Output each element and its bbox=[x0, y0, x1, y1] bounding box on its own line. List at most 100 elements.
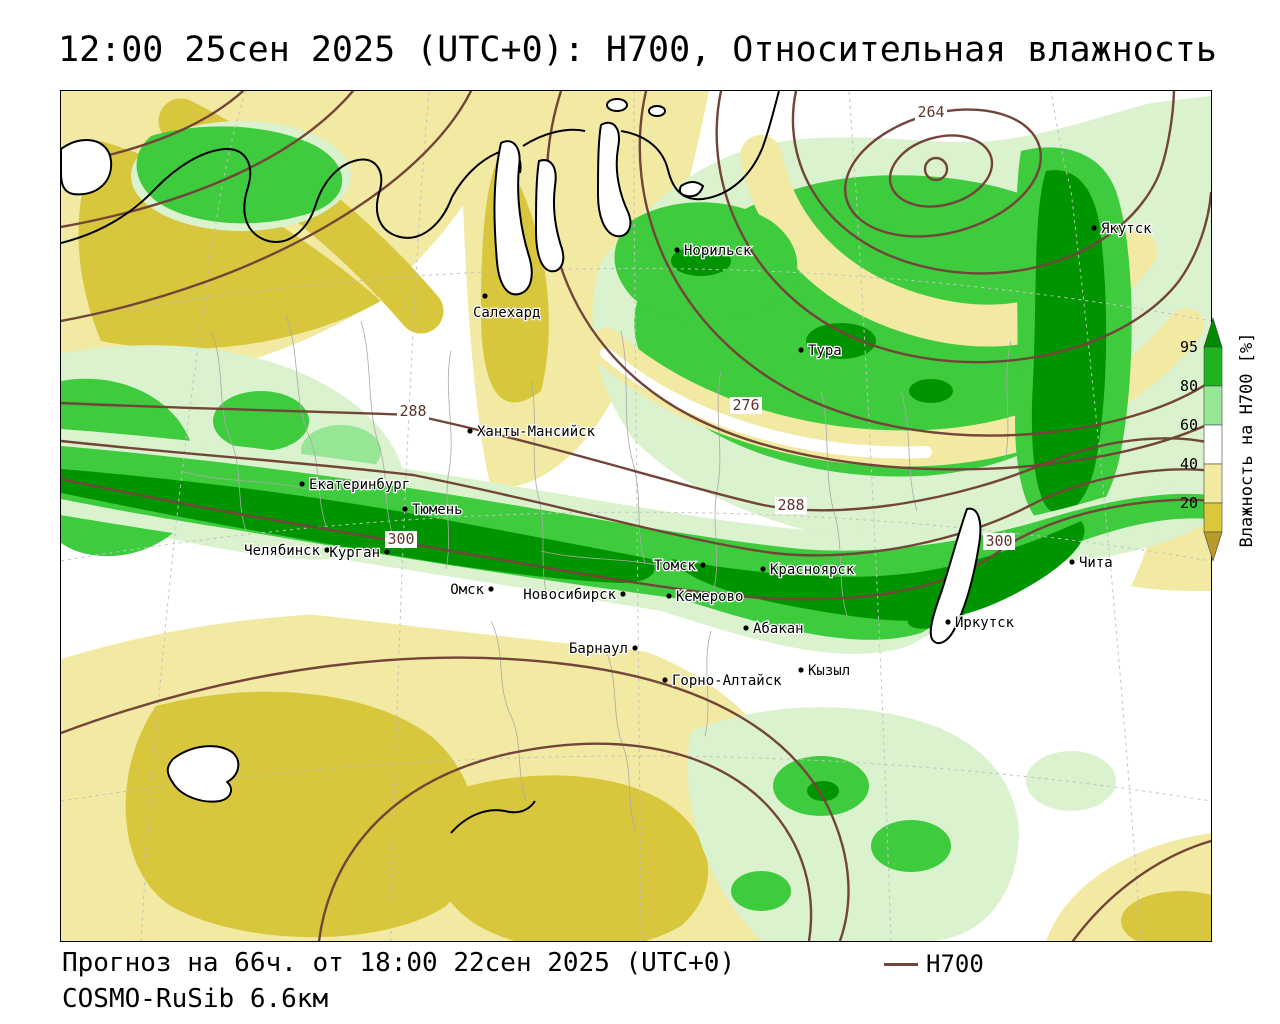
city-label: Чита bbox=[1079, 555, 1113, 571]
city-marker: Кызыл bbox=[798, 662, 851, 680]
contour-label-text: 300 bbox=[387, 530, 414, 548]
city-marker: Салехард bbox=[472, 293, 542, 322]
city-label: Кемерово bbox=[676, 589, 743, 605]
h700-contour bbox=[61, 91, 473, 323]
h700-contour bbox=[61, 91, 355, 229]
city-label: Ханты-Мансийск bbox=[477, 424, 596, 440]
h700-contour bbox=[888, 134, 994, 208]
contour-label-text: 288 bbox=[777, 496, 804, 514]
city-marker: Ханты-Мансийск bbox=[467, 423, 597, 441]
city-dot bbox=[945, 619, 951, 625]
city-label: Якутск bbox=[1101, 221, 1152, 237]
contour-label: 300 bbox=[385, 530, 417, 548]
city-label: Иркутск bbox=[955, 615, 1015, 631]
city-marker: Горно-Алтайск bbox=[662, 672, 783, 690]
city-label: Барнаул bbox=[569, 641, 628, 657]
contour-label-text: 288 bbox=[399, 402, 426, 420]
colorbar-segment bbox=[1203, 502, 1223, 533]
colorbar-tick-label: 60 bbox=[1180, 416, 1198, 434]
city-markers: Норильск Салехард Тура Якутск Ханты-Мансийск… bbox=[243, 220, 1154, 691]
city-dot bbox=[482, 293, 488, 299]
h700-contour bbox=[923, 156, 949, 182]
city-label: Челябинск bbox=[244, 543, 320, 559]
colorbar-title: Влажность на H700 [%] bbox=[1237, 333, 1257, 548]
colorbar-arrow-bottom bbox=[1203, 531, 1223, 563]
coastline-layer bbox=[61, 91, 982, 834]
city-label: Норильск bbox=[684, 243, 752, 259]
city-dot bbox=[1069, 559, 1075, 565]
city-marker: Норильск bbox=[674, 242, 753, 260]
city-marker: Екатеринбург bbox=[299, 476, 411, 494]
city-label: Красноярск bbox=[770, 562, 855, 578]
colorbar-tick-label: 80 bbox=[1180, 377, 1198, 395]
city-label: Салехард bbox=[473, 305, 540, 321]
city-dot bbox=[798, 667, 804, 673]
city-dot bbox=[674, 247, 680, 253]
city-dot bbox=[798, 347, 804, 353]
city-dot bbox=[666, 593, 672, 599]
contour-label: 276 bbox=[730, 396, 762, 414]
city-label: Томск bbox=[654, 558, 697, 574]
contour-label-bg bbox=[397, 403, 429, 420]
city-dot bbox=[662, 677, 668, 683]
colorbar-tick-label: 40 bbox=[1180, 455, 1198, 473]
city-label: Тюмень bbox=[412, 502, 463, 518]
city-label: Тура bbox=[808, 343, 842, 359]
contour-label: 300 bbox=[983, 532, 1015, 550]
colorbar-segment bbox=[1203, 385, 1223, 426]
city-dot bbox=[1091, 225, 1097, 231]
city-marker: Якутск bbox=[1091, 220, 1153, 238]
h700-contour bbox=[1071, 839, 1211, 941]
city-marker: Красноярск bbox=[760, 561, 856, 579]
city-marker: Чита bbox=[1069, 554, 1114, 572]
contour-label-bg bbox=[730, 397, 762, 414]
lake-baikal bbox=[929, 507, 982, 645]
humidity-colorbar: 95 80 60 40 20 Влажность на H700 [%] bbox=[1180, 316, 1257, 563]
h700-contour bbox=[61, 656, 850, 941]
city-marker: Тура bbox=[798, 342, 843, 360]
contour-label-text: 264 bbox=[917, 103, 944, 121]
colorbar-tick-label: 95 bbox=[1180, 338, 1198, 356]
h700-legend-line bbox=[884, 962, 918, 966]
city-marker: Иркутск bbox=[945, 614, 1016, 632]
page-title: 12:00 25сен 2025 (UTC+0): H700, Относите… bbox=[58, 30, 1217, 70]
city-dot bbox=[324, 547, 330, 553]
colorbar-segment bbox=[1203, 463, 1223, 504]
contour-label-bg bbox=[775, 497, 807, 514]
map-area: 264 276 288 288 300 300 Норильск Салехард Тура Я… bbox=[60, 90, 1212, 942]
forecast-info: Прогноз на 66ч. от 18:00 22сен 2025 (UTC… bbox=[62, 948, 736, 978]
humidity-fill-layer bbox=[61, 91, 1211, 941]
city-dot bbox=[299, 481, 305, 487]
contour-label-text: 300 bbox=[985, 532, 1012, 550]
city-label: Абакан bbox=[753, 621, 804, 637]
contour-label-bg bbox=[915, 104, 947, 121]
city-marker: Новосибирск bbox=[522, 586, 626, 604]
colorbar-scale: 95 80 60 40 20 bbox=[1180, 316, 1223, 563]
colorbar-arrow-top bbox=[1203, 316, 1223, 348]
city-dot bbox=[632, 645, 638, 651]
contour-label-bg bbox=[385, 531, 417, 548]
contour-labels: 264 276 288 288 300 300 bbox=[385, 103, 1015, 550]
city-dot bbox=[620, 591, 626, 597]
contour-label: 288 bbox=[775, 496, 807, 514]
city-marker: Курган bbox=[328, 544, 390, 562]
colorbar-tick-label: 20 bbox=[1180, 494, 1198, 512]
city-marker: Тюмень bbox=[402, 501, 464, 519]
city-dot bbox=[384, 549, 390, 555]
h700-legend-label: H700 bbox=[926, 950, 984, 978]
city-marker: Абакан bbox=[743, 620, 805, 638]
h700-contour bbox=[61, 439, 1211, 557]
city-label: Горно-Алтайск bbox=[672, 673, 782, 689]
city-marker: Барнаул bbox=[568, 640, 638, 658]
city-dot bbox=[700, 562, 706, 568]
city-marker: Челябинск bbox=[243, 542, 330, 560]
colorbar-segment bbox=[1203, 346, 1223, 387]
contour-label-bg bbox=[983, 533, 1015, 550]
contour-label: 264 bbox=[915, 103, 947, 121]
city-label: Курган bbox=[329, 545, 380, 561]
city-marker: Томск bbox=[653, 557, 706, 575]
city-dot bbox=[743, 625, 749, 631]
contour-label: 288 bbox=[397, 402, 429, 420]
region-borders-layer bbox=[180, 315, 1012, 832]
lake-zaysan bbox=[166, 745, 240, 803]
